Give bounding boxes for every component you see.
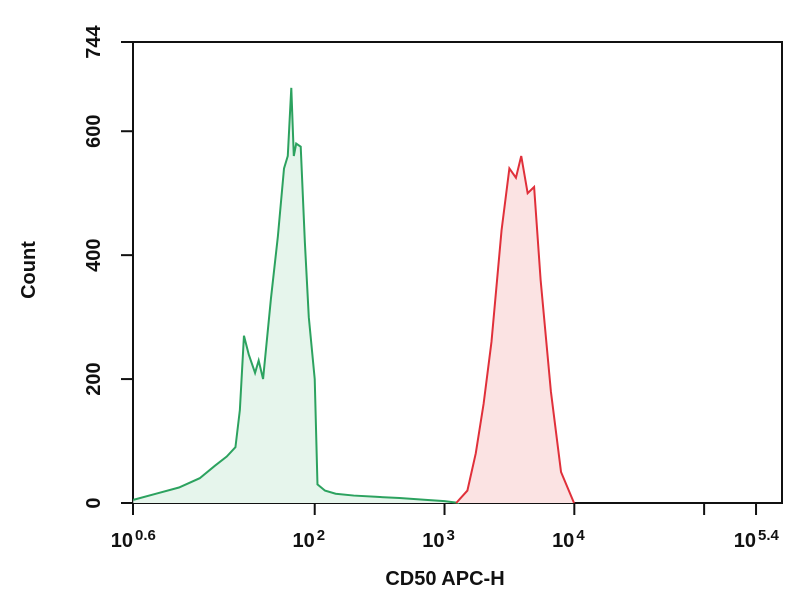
y-tick-label: 200 <box>83 362 105 395</box>
x-tick-label: 10 <box>734 530 756 552</box>
y-axis-label: Count <box>18 241 40 299</box>
y-tick-label: 0 <box>83 497 105 508</box>
x-tick-base: 10 <box>111 530 133 552</box>
x-tick-exponent: 3 <box>447 527 455 544</box>
x-tick-base: 10 <box>422 530 444 552</box>
area-fill <box>456 156 575 504</box>
x-tick-base: 10 <box>552 530 574 552</box>
y-tick-label: 744 <box>83 24 105 58</box>
x-tick-exponent: 0.6 <box>135 527 156 544</box>
x-tick-exponent: 5.4 <box>758 527 780 544</box>
x-axis-label: CD50 APC-H <box>385 568 504 590</box>
x-tick-label: 10 <box>552 530 574 552</box>
x-tick-label: 10 <box>422 530 444 552</box>
area-fill <box>133 87 460 504</box>
series-line <box>133 87 460 504</box>
x-tick-label: 10 <box>292 530 314 552</box>
y-tick-label: 600 <box>83 115 105 148</box>
x-tick-base: 10 <box>292 530 314 552</box>
x-tick-exponent: 4 <box>576 527 585 544</box>
x-tick-label: 10 <box>111 530 133 552</box>
x-tick-base: 10 <box>734 530 756 552</box>
plot-frame <box>132 41 783 504</box>
x-tick-exponent: 2 <box>317 527 325 544</box>
y-tick-label: 400 <box>83 238 105 271</box>
series-line <box>455 155 575 504</box>
